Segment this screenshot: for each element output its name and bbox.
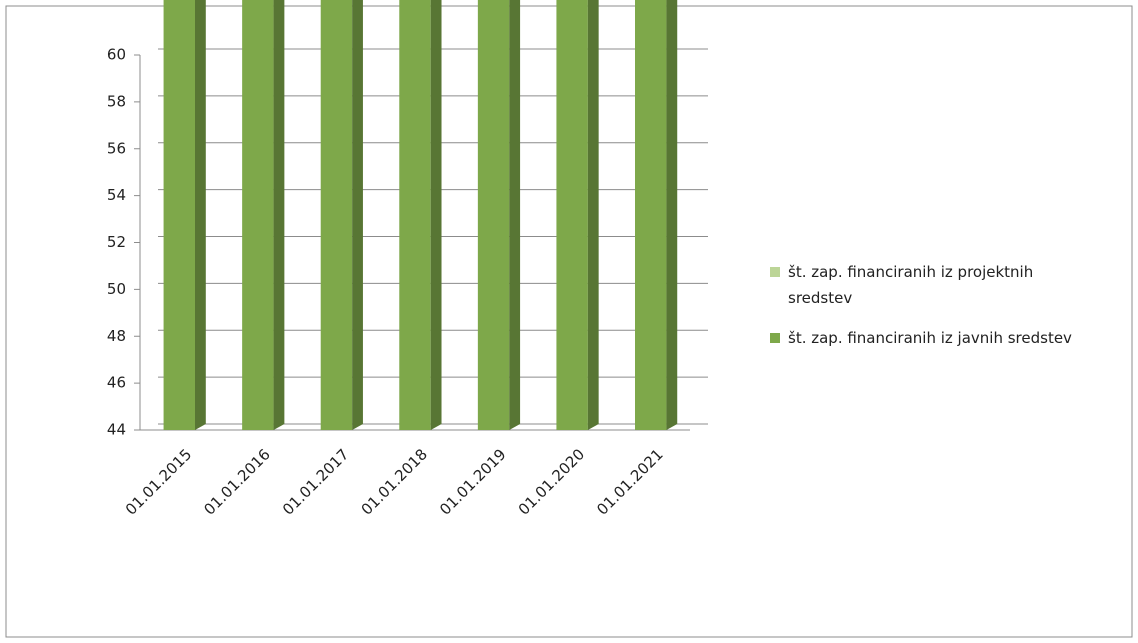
- y-tick-label: 52: [107, 233, 126, 251]
- bar-side: [666, 0, 678, 430]
- bar-segment: [477, 0, 510, 430]
- y-tick-label: 46: [107, 374, 126, 392]
- bar-side: [509, 0, 521, 430]
- bar-side: [352, 0, 363, 430]
- legend-swatch: [770, 333, 780, 343]
- legend-swatch: [770, 267, 780, 277]
- bar-segment: [163, 0, 195, 430]
- bar-segment: [320, 0, 353, 430]
- bar-side: [587, 0, 599, 430]
- legend-label: št. zap. financiranih iz javnih sredstev: [788, 329, 1072, 347]
- bar-side: [430, 0, 442, 430]
- bar-segment: [556, 0, 588, 430]
- bar-side: [273, 0, 285, 430]
- bar-segment: [635, 0, 667, 430]
- legend-line: št. zap. financiranih iz javnih sredstev: [788, 329, 1072, 347]
- bar-segment: [399, 0, 431, 430]
- bar-side: [195, 0, 206, 430]
- y-tick-label: 44: [107, 421, 126, 439]
- y-tick-label: 58: [107, 92, 126, 110]
- legend-label: št. zap. financiranih iz projektnih sreds…: [788, 263, 1033, 307]
- y-tick-label: 60: [107, 46, 126, 64]
- y-tick-label: 50: [107, 280, 126, 298]
- y-tick-label: 56: [107, 139, 126, 157]
- bar-segment: [242, 0, 274, 430]
- y-tick-label: 54: [107, 186, 126, 204]
- legend-line: št. zap. financiranih iz projektnih: [788, 263, 1033, 281]
- y-tick-label: 48: [107, 327, 126, 345]
- legend-line: sredstev: [788, 289, 852, 307]
